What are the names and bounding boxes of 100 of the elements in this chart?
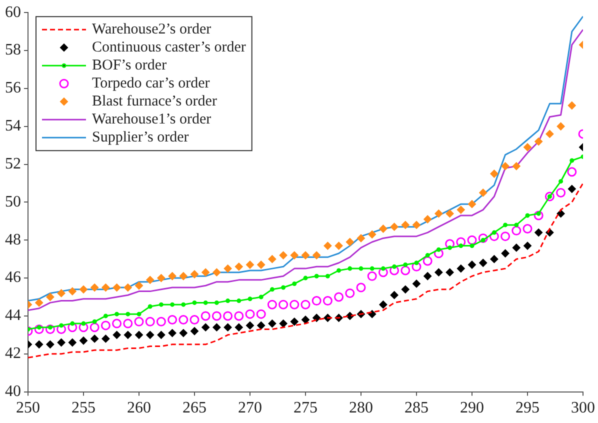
x-tick-label: 295 <box>516 400 540 417</box>
x-tick-label: 255 <box>72 400 96 417</box>
point <box>292 281 297 286</box>
point <box>390 266 400 276</box>
point <box>534 228 543 237</box>
point <box>445 239 455 249</box>
point <box>135 282 143 290</box>
point <box>568 102 576 110</box>
point <box>390 291 398 300</box>
point <box>81 321 86 326</box>
point <box>278 300 288 310</box>
point <box>514 222 519 228</box>
point <box>35 340 44 348</box>
point <box>190 315 200 324</box>
point <box>380 266 386 271</box>
point <box>192 300 197 305</box>
point <box>279 251 288 260</box>
point <box>524 242 532 250</box>
point <box>468 200 476 208</box>
point <box>68 338 76 347</box>
point <box>126 312 130 316</box>
point <box>226 298 230 304</box>
point <box>312 314 321 322</box>
point <box>281 285 286 290</box>
x-tick-label: 265 <box>182 400 206 417</box>
point <box>56 324 66 334</box>
point <box>348 266 352 271</box>
point <box>256 309 266 319</box>
point <box>203 300 208 305</box>
point <box>214 300 219 305</box>
point <box>401 220 410 229</box>
point <box>34 324 44 334</box>
point <box>558 179 564 184</box>
point <box>370 266 374 271</box>
y-tick-label: 46 <box>5 269 21 286</box>
point <box>134 316 144 326</box>
point <box>90 284 99 292</box>
point <box>179 272 188 280</box>
y-tick-label: 40 <box>5 383 21 400</box>
point <box>268 255 276 264</box>
x-tick-label: 300 <box>571 400 595 417</box>
point <box>478 233 488 243</box>
point <box>358 266 364 271</box>
point <box>68 322 78 332</box>
point <box>90 322 100 332</box>
x-tick-label: 290 <box>460 400 484 417</box>
point <box>157 274 166 282</box>
point <box>156 316 166 326</box>
legend-label: BOF’s order <box>92 58 167 74</box>
point <box>448 245 452 250</box>
point <box>200 311 210 321</box>
point <box>202 323 210 332</box>
point <box>145 316 155 326</box>
legend-label: Continuous caster’s order <box>92 40 246 56</box>
point <box>412 220 420 229</box>
point <box>257 321 266 330</box>
point <box>124 284 132 292</box>
x-tick-label: 260 <box>127 400 151 417</box>
point <box>367 271 377 281</box>
point <box>345 288 355 298</box>
point <box>567 167 577 177</box>
point <box>501 249 510 258</box>
point <box>357 234 365 242</box>
x-tick-label: 280 <box>349 400 373 417</box>
x-tick-label: 270 <box>238 400 262 417</box>
point <box>436 247 441 252</box>
point <box>148 304 152 309</box>
point <box>534 210 544 220</box>
point <box>446 268 454 276</box>
point <box>424 272 432 280</box>
point <box>479 188 488 197</box>
point <box>379 224 388 233</box>
point <box>500 232 510 242</box>
point <box>181 302 186 307</box>
point <box>268 320 276 328</box>
y-tick-label: 48 <box>5 231 21 248</box>
point <box>178 315 188 324</box>
point <box>368 230 376 238</box>
point <box>467 235 477 245</box>
point <box>403 262 408 268</box>
x-tick-label: 275 <box>294 400 318 417</box>
point <box>546 130 554 138</box>
point <box>234 311 244 321</box>
point <box>100 320 110 330</box>
point <box>400 266 410 276</box>
point <box>212 323 221 332</box>
point <box>124 330 132 339</box>
point <box>422 256 432 266</box>
point <box>570 158 574 163</box>
point <box>46 293 54 301</box>
legend-label: Torpedo car’s order <box>92 76 210 92</box>
point <box>336 268 342 273</box>
point <box>512 226 522 236</box>
point <box>534 138 543 146</box>
point <box>90 334 99 343</box>
point <box>270 287 274 292</box>
point <box>458 244 464 248</box>
point <box>390 222 398 231</box>
point <box>512 244 520 252</box>
point <box>503 222 508 228</box>
